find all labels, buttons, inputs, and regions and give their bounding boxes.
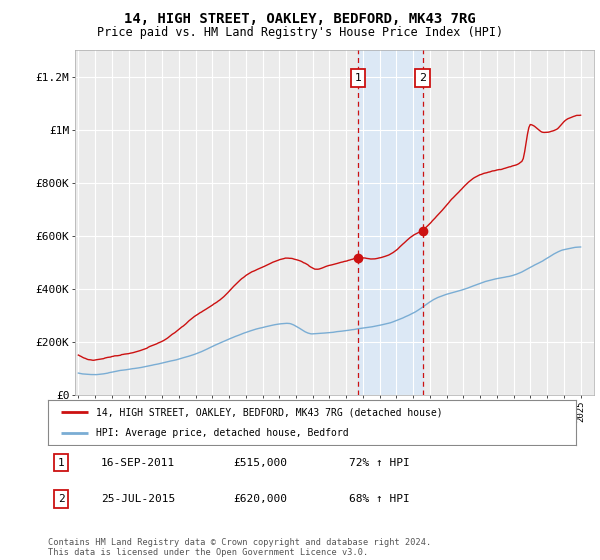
Text: £515,000: £515,000 [233, 458, 287, 468]
Text: 14, HIGH STREET, OAKLEY, BEDFORD, MK43 7RG (detached house): 14, HIGH STREET, OAKLEY, BEDFORD, MK43 7… [95, 408, 442, 418]
Text: Price paid vs. HM Land Registry's House Price Index (HPI): Price paid vs. HM Land Registry's House … [97, 26, 503, 39]
Text: 2: 2 [419, 73, 426, 83]
Text: 1: 1 [355, 73, 362, 83]
Text: 16-SEP-2011: 16-SEP-2011 [101, 458, 175, 468]
Text: 68% ↑ HPI: 68% ↑ HPI [349, 494, 410, 504]
Text: Contains HM Land Registry data © Crown copyright and database right 2024.
This d: Contains HM Land Registry data © Crown c… [48, 538, 431, 557]
Text: 1: 1 [58, 458, 65, 468]
Text: HPI: Average price, detached house, Bedford: HPI: Average price, detached house, Bedf… [95, 428, 348, 438]
Text: 2: 2 [58, 494, 65, 504]
Text: 72% ↑ HPI: 72% ↑ HPI [349, 458, 410, 468]
Text: £620,000: £620,000 [233, 494, 287, 504]
Text: 14, HIGH STREET, OAKLEY, BEDFORD, MK43 7RG: 14, HIGH STREET, OAKLEY, BEDFORD, MK43 7… [124, 12, 476, 26]
Text: 25-JUL-2015: 25-JUL-2015 [101, 494, 175, 504]
Bar [358, 50, 422, 395]
